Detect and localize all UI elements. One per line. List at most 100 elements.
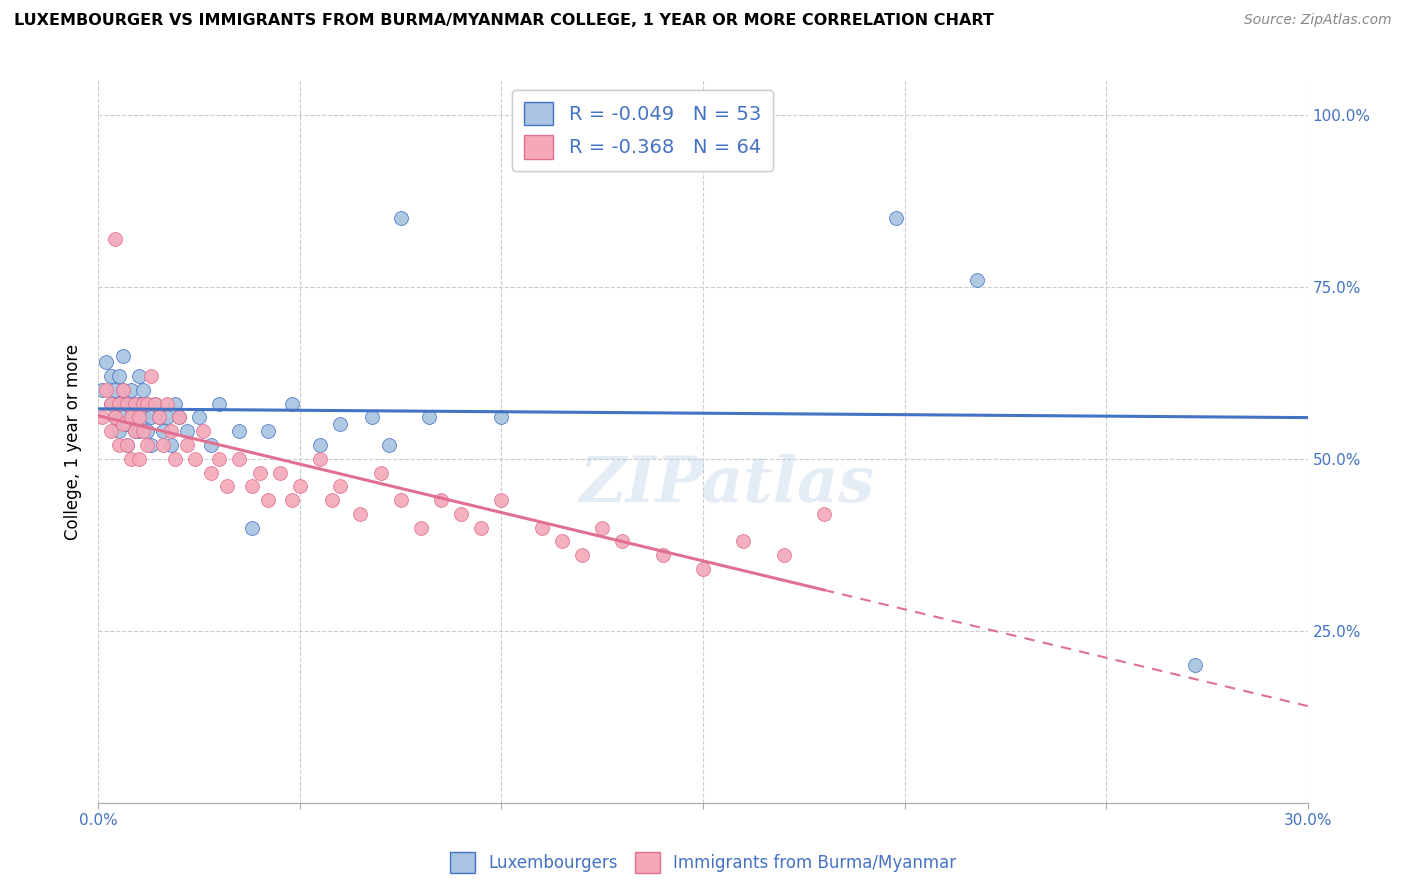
- Point: [139, 438, 162, 452]
- Point: [152, 438, 174, 452]
- Point: [240, 479, 263, 493]
- Point: [530, 520, 553, 534]
- Point: [128, 410, 150, 425]
- Point: [132, 424, 155, 438]
- Point: [100, 397, 122, 411]
- Point: [200, 466, 222, 480]
- Point: [370, 466, 392, 480]
- Point: [135, 438, 157, 452]
- Point: [124, 397, 146, 411]
- Point: [111, 417, 134, 432]
- Point: [886, 211, 908, 225]
- Point: [135, 397, 157, 411]
- Point: [329, 479, 352, 493]
- Point: [591, 520, 613, 534]
- Point: [139, 410, 162, 425]
- Point: [281, 397, 304, 411]
- Point: [132, 410, 155, 425]
- Point: [120, 451, 142, 466]
- Point: [256, 493, 278, 508]
- Point: [115, 438, 138, 452]
- Point: [124, 424, 146, 438]
- Point: [143, 397, 166, 411]
- Point: [115, 397, 138, 411]
- Point: [309, 451, 332, 466]
- Point: [120, 383, 142, 397]
- Point: [152, 424, 174, 438]
- Point: [430, 493, 453, 508]
- Point: [163, 397, 186, 411]
- Point: [256, 424, 278, 438]
- Point: [409, 520, 432, 534]
- Point: [124, 397, 146, 411]
- Point: [96, 383, 118, 397]
- Point: [91, 410, 114, 425]
- Point: [107, 397, 129, 411]
- Point: [228, 424, 250, 438]
- Point: [208, 451, 231, 466]
- Point: [96, 355, 118, 369]
- Point: [450, 507, 472, 521]
- Point: [470, 520, 492, 534]
- Point: [103, 383, 125, 397]
- Point: [135, 397, 157, 411]
- Point: [160, 438, 183, 452]
- Point: [128, 451, 150, 466]
- Point: [91, 383, 114, 397]
- Point: [249, 466, 271, 480]
- Point: [115, 438, 138, 452]
- Point: [389, 211, 412, 225]
- Point: [491, 493, 513, 508]
- Point: [200, 438, 222, 452]
- Point: [135, 424, 157, 438]
- Point: [111, 349, 134, 363]
- Point: [156, 410, 179, 425]
- Point: [571, 548, 593, 562]
- Text: LUXEMBOURGER VS IMMIGRANTS FROM BURMA/MYANMAR COLLEGE, 1 YEAR OR MORE CORRELATIO: LUXEMBOURGER VS IMMIGRANTS FROM BURMA/MY…: [14, 13, 994, 29]
- Point: [100, 397, 122, 411]
- Point: [120, 410, 142, 425]
- Point: [349, 507, 371, 521]
- Point: [115, 417, 138, 432]
- Point: [176, 438, 198, 452]
- Point: [103, 410, 125, 425]
- Point: [228, 451, 250, 466]
- Point: [184, 451, 207, 466]
- Point: [103, 410, 125, 425]
- Point: [361, 410, 384, 425]
- Point: [124, 424, 146, 438]
- Point: [309, 438, 332, 452]
- Point: [733, 534, 755, 549]
- Legend: Luxembourgers, Immigrants from Burma/Myanmar: Luxembourgers, Immigrants from Burma/Mya…: [443, 846, 963, 880]
- Point: [612, 534, 634, 549]
- Point: [107, 397, 129, 411]
- Point: [107, 438, 129, 452]
- Point: [193, 424, 215, 438]
- Point: [111, 383, 134, 397]
- Point: [188, 410, 211, 425]
- Point: [120, 410, 142, 425]
- Point: [269, 466, 291, 480]
- Point: [651, 548, 673, 562]
- Point: [389, 493, 412, 508]
- Text: ZIPatlas: ZIPatlas: [579, 454, 875, 516]
- Point: [167, 410, 190, 425]
- Point: [103, 231, 125, 245]
- Point: [139, 369, 162, 384]
- Point: [288, 479, 311, 493]
- Point: [100, 424, 122, 438]
- Legend: R = -0.049   N = 53, R = -0.368   N = 64: R = -0.049 N = 53, R = -0.368 N = 64: [512, 90, 773, 170]
- Point: [281, 493, 304, 508]
- Point: [217, 479, 239, 493]
- Point: [115, 397, 138, 411]
- Point: [111, 383, 134, 397]
- Point: [148, 410, 170, 425]
- Point: [148, 410, 170, 425]
- Point: [329, 417, 352, 432]
- Point: [107, 369, 129, 384]
- Point: [100, 369, 122, 384]
- Point: [208, 397, 231, 411]
- Point: [160, 424, 183, 438]
- Point: [418, 410, 440, 425]
- Point: [551, 534, 574, 549]
